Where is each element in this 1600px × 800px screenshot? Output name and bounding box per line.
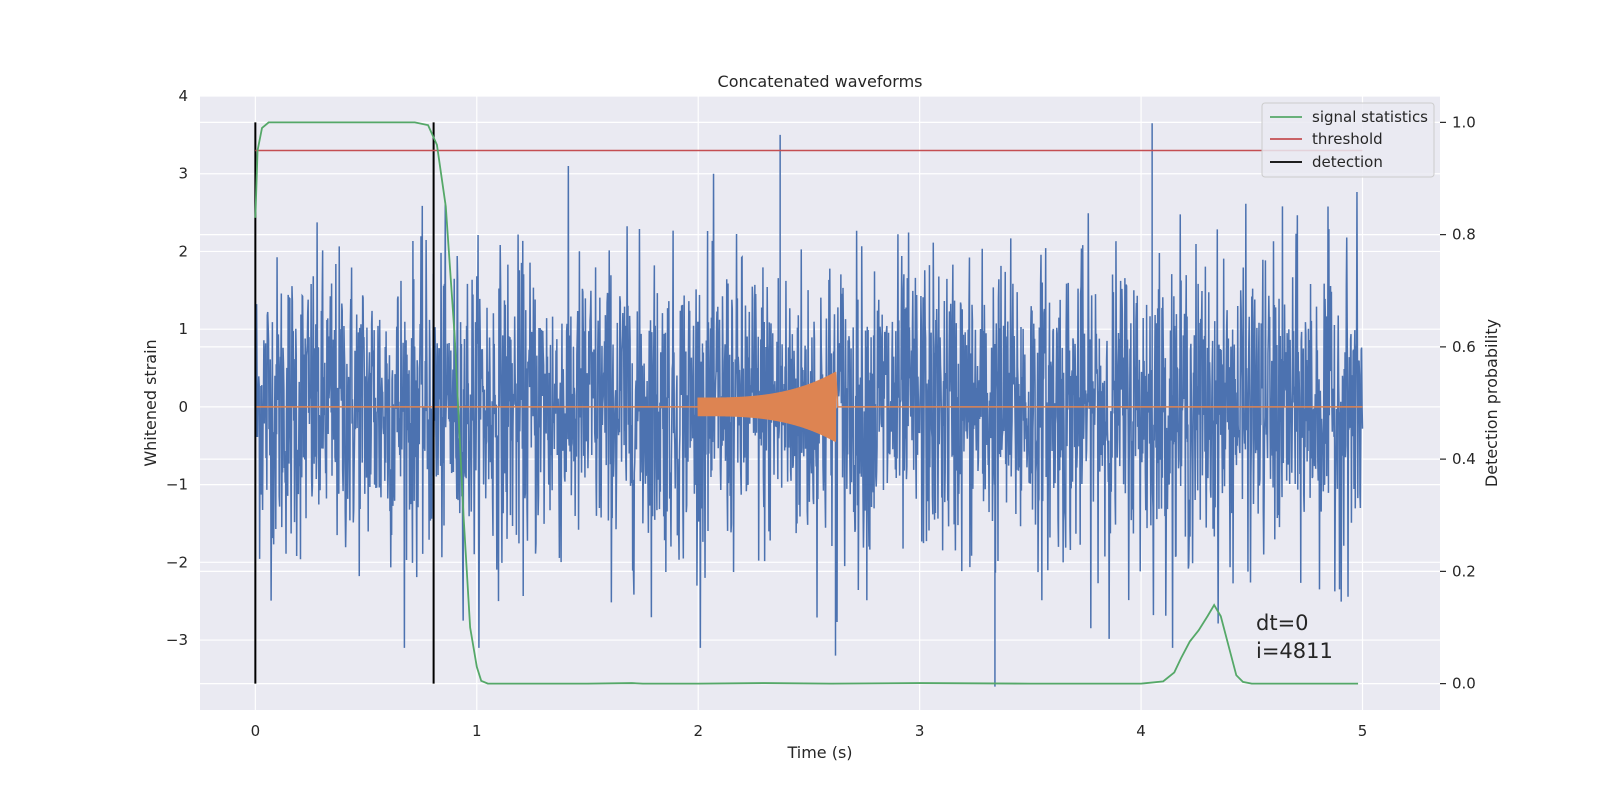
annotation-dt: dt=0 bbox=[1256, 611, 1309, 635]
x-tick-label: 4 bbox=[1136, 722, 1146, 740]
legend-label-detection: detection bbox=[1312, 153, 1383, 171]
y-tick-label: 1 bbox=[178, 320, 188, 338]
y-tick-label: −2 bbox=[166, 553, 188, 571]
right-axis-ticks: 1.0 0.8 0.6 0.4 0.2 0.0 bbox=[1440, 113, 1476, 693]
y-tick-label: −3 bbox=[166, 631, 188, 649]
legend-box bbox=[1261, 102, 1435, 178]
x-axis-ticks: 0 1 2 3 4 5 bbox=[251, 722, 1368, 740]
y-tick-label: 4 bbox=[178, 87, 188, 105]
x-tick-label: 5 bbox=[1358, 722, 1368, 740]
y-right-tick-label: 0.6 bbox=[1452, 338, 1476, 356]
y-tick-label: −1 bbox=[166, 476, 188, 494]
series-signal-statistics bbox=[254, 121, 1359, 685]
x-tick-label: 2 bbox=[693, 722, 703, 740]
y-tick-label: 0 bbox=[178, 398, 188, 416]
x-tick-label: 0 bbox=[251, 722, 261, 740]
y-axis-label: Whitened strain bbox=[141, 339, 160, 466]
y-right-tick-label: 0.8 bbox=[1452, 226, 1476, 244]
y-right-tick-label: 1.0 bbox=[1452, 113, 1476, 131]
y-right-tick-label: 0.0 bbox=[1452, 675, 1476, 693]
y-axis-right-label: Detection probability bbox=[1482, 319, 1501, 487]
x-axis-label: Time (s) bbox=[786, 743, 852, 762]
chart-title: Concatenated waveforms bbox=[718, 72, 923, 91]
legend-label-threshold: threshold bbox=[1312, 130, 1383, 148]
legend-label-signal-statistics: signal statistics bbox=[1312, 108, 1428, 126]
left-axis-ticks: 4 3 2 1 0 −1 −2 −3 bbox=[166, 87, 188, 649]
y-right-tick-label: 0.4 bbox=[1452, 450, 1476, 468]
y-right-tick-label: 0.2 bbox=[1452, 562, 1476, 580]
x-tick-label: 1 bbox=[472, 722, 482, 740]
x-tick-label: 3 bbox=[915, 722, 925, 740]
annotation-index: i=4811 bbox=[1256, 639, 1333, 663]
series-chirp-waveform bbox=[255, 371, 1363, 442]
y-tick-label: 3 bbox=[178, 165, 188, 183]
y-tick-label: 2 bbox=[178, 242, 188, 260]
legend: signal statistics threshold detection bbox=[1261, 102, 1435, 178]
